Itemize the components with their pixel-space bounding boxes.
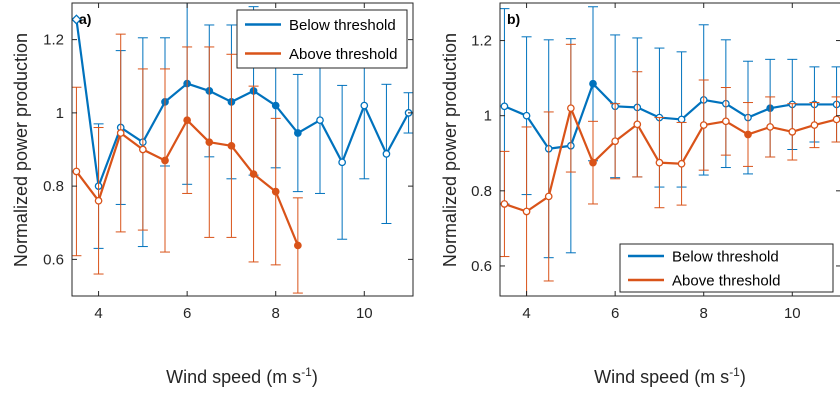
data-point bbox=[589, 79, 597, 88]
legend-b[interactable]: Below threshold Above threshold bbox=[619, 243, 834, 293]
data-point bbox=[544, 192, 553, 201]
ticks-a: 4 6 8 10 0.6 0.8 1 1.2 bbox=[43, 3, 413, 322]
data-point bbox=[589, 158, 597, 167]
data-point bbox=[500, 102, 509, 111]
y-tick-label: 1.2 bbox=[43, 32, 64, 49]
data-point bbox=[294, 241, 302, 250]
data-point bbox=[633, 120, 642, 129]
series-above-b bbox=[500, 43, 840, 296]
legend-item-below[interactable]: Below threshold bbox=[628, 249, 779, 266]
data-point bbox=[382, 150, 391, 158]
data-point bbox=[271, 101, 280, 110]
series-above-a bbox=[72, 33, 303, 294]
legend-item-below[interactable]: Below threshold bbox=[245, 17, 396, 34]
data-point bbox=[677, 159, 686, 168]
data-point bbox=[677, 115, 686, 124]
data-point bbox=[611, 137, 619, 146]
xlabel-a-close: ) bbox=[312, 367, 318, 387]
data-point bbox=[205, 138, 214, 147]
series-line bbox=[504, 107, 837, 213]
x-tick-label: 10 bbox=[784, 305, 801, 322]
x-tick-label: 8 bbox=[272, 305, 280, 322]
data-point bbox=[832, 115, 840, 124]
x-tick-label: 10 bbox=[356, 305, 373, 322]
data-point bbox=[810, 121, 819, 129]
x-tick-label: 8 bbox=[700, 305, 708, 322]
data-point bbox=[338, 158, 346, 167]
axes-box-a bbox=[71, 2, 414, 297]
y-tick-label: 1 bbox=[484, 108, 492, 125]
panel-label-b: b) bbox=[507, 11, 520, 27]
legend-label: Below threshold bbox=[289, 17, 396, 34]
data-point bbox=[522, 207, 531, 216]
panel-b: 4 6 8 10 0.6 0.8 1 1.2 b) Below threshold Above … bbox=[440, 2, 840, 387]
data-point bbox=[249, 170, 258, 178]
series-line bbox=[503, 82, 837, 150]
data-point bbox=[360, 101, 369, 110]
xlabel-b: Wind speed (m s-1) bbox=[594, 365, 746, 387]
data-point bbox=[116, 129, 125, 137]
series-line bbox=[75, 19, 410, 188]
data-point bbox=[294, 129, 302, 137]
y-tick-label: 0.6 bbox=[471, 258, 492, 275]
ylabel-a: Normalized power production bbox=[11, 33, 31, 267]
y-tick-label: 0.8 bbox=[471, 183, 492, 200]
legend-item-above[interactable]: Above threshold bbox=[245, 46, 397, 63]
legend-a[interactable]: Below threshold Above threshold bbox=[236, 9, 408, 69]
data-point bbox=[788, 127, 797, 136]
data-point bbox=[161, 156, 169, 165]
x-tick-label: 6 bbox=[183, 305, 191, 322]
legend-item-above[interactable]: Above threshold bbox=[628, 273, 780, 290]
panel-a: 4 6 8 10 0.6 0.8 1 1.2 a) Below threshold Above … bbox=[11, 2, 414, 387]
data-point bbox=[183, 116, 191, 125]
panel-label-a: a) bbox=[79, 11, 91, 27]
ticks-b: 4 6 8 10 0.6 0.8 1 1.2 bbox=[471, 3, 840, 322]
xlabel-a-main: Wind speed (m s bbox=[166, 367, 301, 387]
data-point bbox=[766, 123, 774, 131]
data-point bbox=[567, 104, 575, 113]
legend-box bbox=[619, 243, 834, 293]
legend-label: Above threshold bbox=[672, 273, 780, 290]
xlabel-a-sup: -1 bbox=[301, 365, 312, 379]
data-point bbox=[722, 117, 730, 126]
data-point bbox=[699, 121, 708, 129]
ylabel-b: Normalized power production bbox=[440, 33, 460, 267]
data-point bbox=[522, 111, 531, 120]
xlabel-b-sup: -1 bbox=[729, 365, 740, 379]
data-point bbox=[139, 145, 147, 154]
x-tick-label: 4 bbox=[94, 305, 102, 322]
y-tick-label: 1 bbox=[56, 105, 64, 122]
xlabel-a: Wind speed (m s-1) bbox=[166, 365, 318, 387]
data-point bbox=[744, 130, 752, 139]
xlabel-b-close: ) bbox=[740, 367, 746, 387]
data-point bbox=[94, 196, 103, 205]
x-tick-label: 6 bbox=[611, 305, 619, 322]
data-point bbox=[655, 158, 664, 167]
legend-label: Below threshold bbox=[672, 249, 779, 266]
data-point bbox=[316, 116, 324, 125]
data-point bbox=[271, 187, 280, 196]
y-tick-label: 1.2 bbox=[471, 33, 492, 50]
series-group-b bbox=[500, 6, 840, 296]
x-tick-label: 4 bbox=[522, 305, 530, 322]
legend-box bbox=[236, 9, 408, 69]
data-point bbox=[72, 14, 82, 25]
y-tick-label: 0.8 bbox=[43, 178, 64, 195]
data-point bbox=[500, 200, 509, 208]
axes-box-b bbox=[499, 2, 840, 297]
xlabel-b-main: Wind speed (m s bbox=[594, 367, 729, 387]
legend-label: Above threshold bbox=[289, 46, 397, 63]
y-tick-label: 0.6 bbox=[43, 251, 64, 268]
data-point bbox=[72, 167, 81, 176]
data-point bbox=[227, 141, 236, 150]
series-group-a bbox=[72, 3, 413, 294]
